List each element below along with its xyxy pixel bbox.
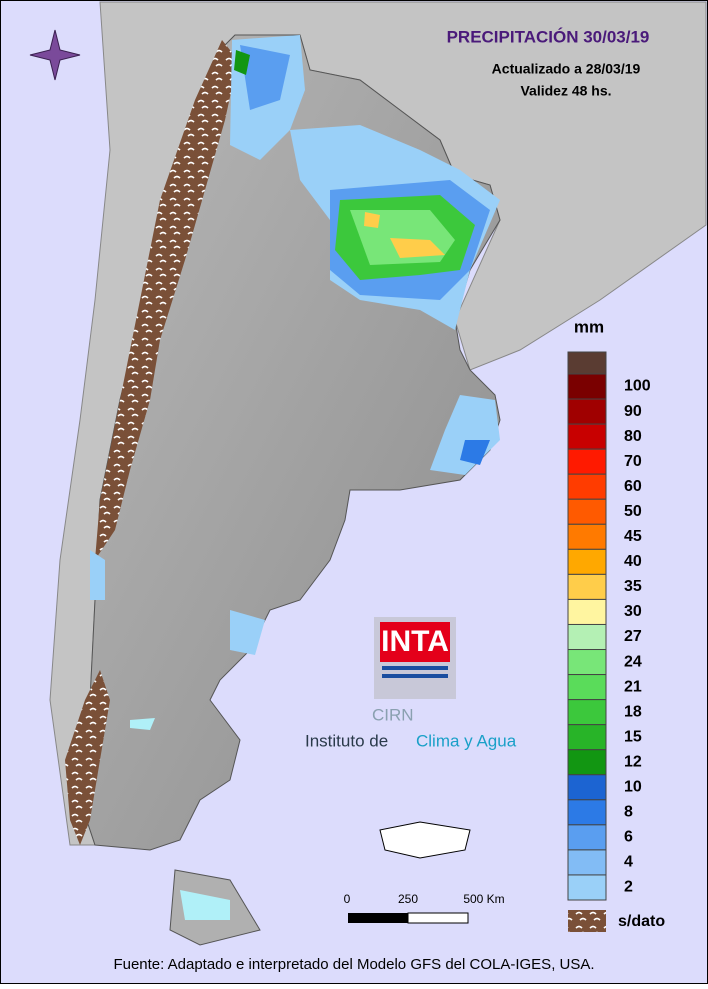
scale-bar bbox=[348, 913, 408, 923]
legend-label: 45 bbox=[624, 528, 642, 545]
logo-institute: Instituto de bbox=[305, 731, 388, 750]
legend-label: 50 bbox=[624, 503, 642, 520]
scale-label: 250 bbox=[398, 892, 418, 906]
legend-label: 6 bbox=[624, 829, 633, 846]
logo-brand: INTA bbox=[381, 625, 449, 658]
legend-label: 40 bbox=[624, 553, 642, 570]
legend-label: 18 bbox=[624, 703, 642, 720]
logo-stripe bbox=[382, 674, 448, 678]
legend-swatch bbox=[567, 623, 607, 651]
legend-label: 2 bbox=[624, 879, 633, 896]
legend-label: 12 bbox=[624, 753, 642, 770]
legend-swatch bbox=[567, 548, 607, 575]
legend-label: 4 bbox=[624, 854, 633, 871]
logo-stripe bbox=[382, 666, 448, 670]
legend-label: 27 bbox=[624, 628, 642, 645]
legend-label: 35 bbox=[624, 578, 642, 595]
legend-label: 24 bbox=[624, 653, 642, 670]
malvinas bbox=[379, 821, 471, 859]
legend-top-swatch bbox=[567, 351, 607, 375]
no-data-swatch bbox=[568, 910, 606, 932]
legend-label: 60 bbox=[624, 478, 642, 495]
legend-label: 70 bbox=[624, 453, 642, 470]
scale-label: 0 bbox=[344, 892, 351, 906]
legend-label: 21 bbox=[624, 678, 642, 695]
legend-swatch bbox=[567, 849, 607, 876]
legend: 100 90 80 70 60 50 45 40 35 30 27 24 21 18 15 12 10 8 6 4 2 bbox=[567, 373, 651, 901]
footer: Fuente: Adaptado e interpretado del Mode… bbox=[113, 956, 594, 973]
legend-swatch bbox=[567, 674, 607, 701]
legend-label: 10 bbox=[624, 779, 642, 796]
updated: Actualizado a 28/03/19 bbox=[492, 61, 641, 77]
logo-cirn: CIRN bbox=[372, 705, 414, 724]
legend-swatch bbox=[567, 824, 607, 851]
compass-rose bbox=[29, 29, 81, 81]
legend-label: 8 bbox=[624, 804, 633, 821]
validity: Validez 48 hs. bbox=[520, 83, 611, 99]
legend-swatch bbox=[567, 749, 607, 776]
legend-swatch bbox=[567, 373, 607, 400]
legend-swatch bbox=[567, 699, 607, 726]
legend-label: 15 bbox=[624, 728, 642, 745]
legend-swatch bbox=[567, 448, 607, 475]
legend-swatch bbox=[567, 398, 607, 425]
legend-swatch bbox=[567, 874, 607, 901]
legend-swatch bbox=[567, 573, 607, 600]
legend-unit: mm bbox=[574, 317, 604, 336]
legend-swatch bbox=[567, 473, 607, 500]
legend-label: 80 bbox=[624, 428, 642, 445]
title: PRECIPITACIÓN 30/03/19 bbox=[447, 27, 650, 46]
scale-bar bbox=[407, 912, 469, 924]
legend-swatch bbox=[567, 649, 607, 676]
legend-swatch bbox=[567, 423, 607, 450]
legend-swatch bbox=[567, 724, 607, 751]
precipitation-areas bbox=[90, 35, 500, 920]
legend-swatch bbox=[567, 799, 607, 826]
legend-swatch bbox=[567, 498, 607, 525]
logo-institute-highlight: Clima y Agua bbox=[416, 731, 517, 750]
logo-red bbox=[380, 622, 450, 662]
legend-label: 100 bbox=[624, 378, 651, 395]
no-data-andes bbox=[65, 40, 238, 845]
scale-label: 500 Km bbox=[463, 892, 504, 906]
legend-swatch bbox=[567, 774, 607, 801]
legend-swatch bbox=[567, 523, 607, 550]
no-data-label: s/dato bbox=[618, 913, 665, 930]
legend-swatch bbox=[567, 598, 607, 625]
legend-label: 30 bbox=[624, 603, 642, 620]
legend-label: 90 bbox=[624, 403, 642, 420]
